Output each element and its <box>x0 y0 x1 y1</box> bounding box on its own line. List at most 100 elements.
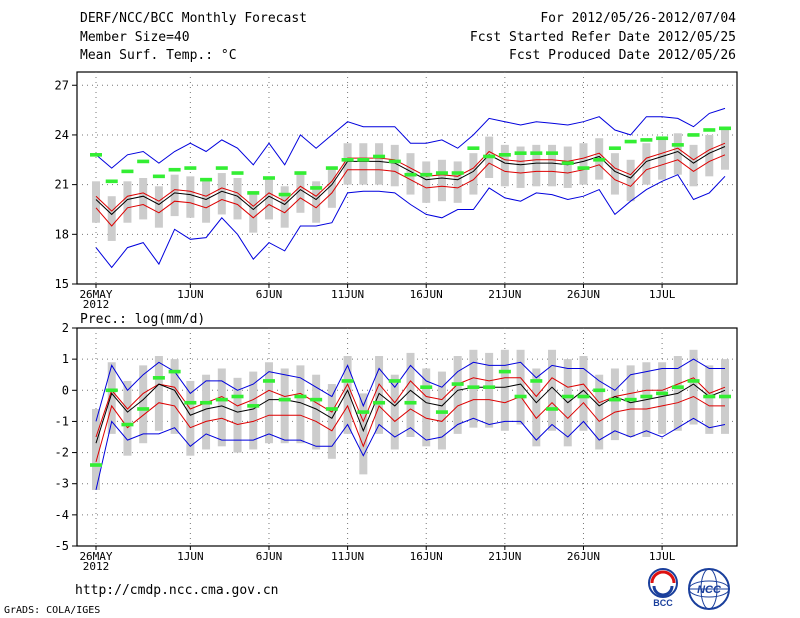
spread-box <box>626 159 635 202</box>
climatology-mark <box>451 382 464 386</box>
y-tick-label: 18 <box>55 227 69 241</box>
x-tick-label: 1JUN <box>177 288 204 301</box>
spread-box <box>186 176 195 218</box>
climatology-mark <box>278 192 291 197</box>
climatology-mark <box>703 394 716 399</box>
spread-box <box>485 352 494 428</box>
x-tick-label: 1JUL <box>649 550 676 563</box>
x-tick-label: 16JUN <box>410 288 443 301</box>
upper-line <box>95 377 726 438</box>
spread-box <box>296 365 305 444</box>
climatology-mark <box>294 171 307 175</box>
climatology-mark <box>593 388 606 393</box>
spread-box <box>673 133 682 175</box>
climatology-mark <box>168 369 181 374</box>
svg-text:BCC: BCC <box>653 598 673 608</box>
x-tick-label: 1JUL <box>649 288 676 301</box>
spread-box <box>233 377 242 453</box>
climatology-mark <box>357 157 370 162</box>
climatology-mark <box>546 151 559 155</box>
x-tick-label: 26MAY <box>79 550 112 563</box>
spread-box <box>658 362 667 434</box>
climatology-mark <box>137 407 150 411</box>
climatology-mark <box>546 407 559 411</box>
spread-box <box>453 161 462 203</box>
spread-box <box>92 181 100 223</box>
x-tick-label: 21JUN <box>488 288 521 301</box>
y-tick-label: 2 <box>62 321 69 335</box>
climatology-mark <box>435 410 448 414</box>
spread-box <box>548 349 557 431</box>
spread-box <box>217 173 226 215</box>
spread-box <box>249 191 258 233</box>
spread-box <box>264 362 273 444</box>
climatology-mark <box>247 191 260 195</box>
spread-box <box>312 181 321 223</box>
plot-frame <box>76 327 738 547</box>
y-tick-label: 1 <box>62 352 69 366</box>
climatology-mark <box>561 161 574 165</box>
ncc-logo-icon: NCC <box>688 568 730 610</box>
climatology-mark <box>719 394 731 399</box>
x-tick-label: 6JUN <box>256 288 283 301</box>
y-tick-label: -3 <box>55 477 69 491</box>
climatology-mark <box>577 166 590 170</box>
climatology-mark <box>388 379 401 383</box>
spread-box <box>123 380 132 456</box>
x-tick-label: 26JUN <box>567 550 600 563</box>
climatology-mark <box>90 463 102 467</box>
y-tick-label: 15 <box>55 277 69 291</box>
climatology-mark <box>310 186 323 190</box>
climatology-mark <box>215 166 228 170</box>
spread-box <box>233 178 242 220</box>
climatology-mark <box>341 379 354 383</box>
spread-box <box>202 374 211 450</box>
spread-box <box>343 143 352 185</box>
climatology-mark <box>514 151 527 155</box>
spread-box <box>453 356 462 434</box>
climatology-mark <box>262 379 275 383</box>
climatology-mark <box>656 136 669 141</box>
y-tick-label: -1 <box>55 414 69 428</box>
climatology-mark <box>90 153 102 157</box>
climatology-mark <box>483 385 496 389</box>
climatology-mark <box>168 167 181 172</box>
climatology-mark <box>530 379 543 383</box>
climatology-mark <box>184 400 197 405</box>
climatology-mark <box>310 397 323 402</box>
grads-credit: GrADS: COLA/IGES <box>4 605 101 616</box>
climatology-mark <box>719 126 731 131</box>
x-tick-label: 1JUN <box>177 550 204 563</box>
climatology-mark <box>357 410 370 414</box>
variable-label: Mean Surf. Temp.: °C <box>80 48 237 63</box>
climatology-mark <box>105 179 118 184</box>
svg-text:NCC: NCC <box>697 584 722 596</box>
spread-box <box>170 174 179 217</box>
climatology-mark <box>404 400 417 405</box>
spread-box <box>296 171 305 213</box>
spread-box <box>579 143 588 185</box>
spread-box <box>280 368 289 444</box>
climatology-mark <box>420 172 433 177</box>
climatology-mark <box>294 394 307 399</box>
climatology-mark <box>561 394 574 399</box>
climatology-mark <box>121 169 134 174</box>
climatology-mark <box>247 404 260 408</box>
climatology-mark <box>483 154 496 159</box>
spread-box <box>217 368 226 447</box>
spread-box <box>642 143 651 185</box>
spread-box <box>327 384 336 459</box>
produced-date-label: Fcst Produced Date 2012/05/26 <box>509 48 736 63</box>
source-url[interactable]: http://cmdp.ncc.cma.gov.cn <box>75 583 279 598</box>
bcc-logo-icon: BCC <box>648 568 678 608</box>
spread-box <box>186 380 195 456</box>
climatology-mark <box>640 394 653 399</box>
spread-box <box>280 186 289 228</box>
chart-title: DERF/NCC/BCC Monthly Forecast <box>80 11 307 26</box>
spread-box <box>422 161 431 203</box>
spread-box <box>390 374 399 450</box>
spread-box <box>92 408 100 490</box>
climatology-mark <box>435 171 448 175</box>
spread-box <box>563 146 572 188</box>
y-tick-label: 27 <box>55 78 69 92</box>
